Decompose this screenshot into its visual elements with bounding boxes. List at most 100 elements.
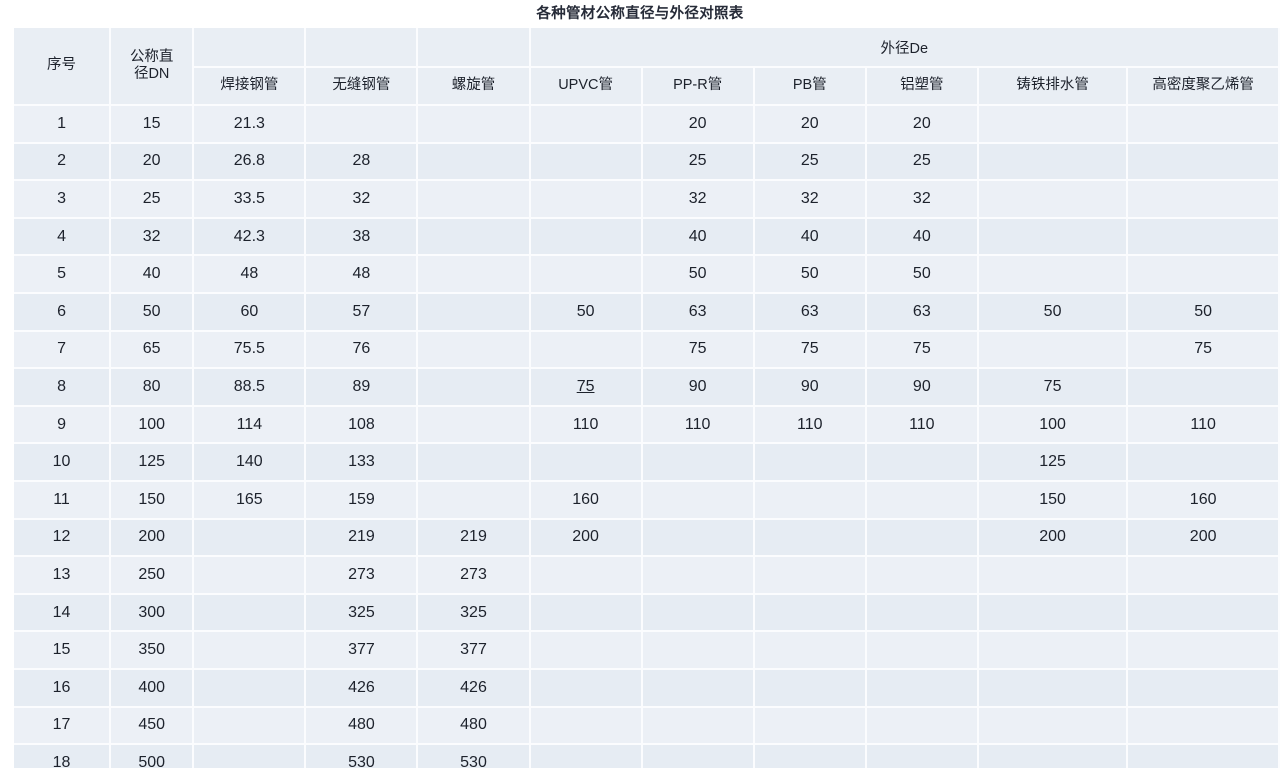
cell-welded_steel: [193, 668, 307, 708]
cell-spiral: [417, 180, 531, 219]
cell-ppr: [641, 668, 755, 708]
cell-seamless_steel: 38: [305, 217, 419, 257]
table-container: 序号 公称直 径DN 外径De 焊接钢管 无缝钢管 螺旋管 UPVC管 PP-R…: [14, 28, 1280, 768]
cell-ppr: [641, 631, 755, 670]
cell-pb: [753, 443, 867, 482]
pipe-diameter-table: 序号 公称直 径DN 外径De 焊接钢管 无缝钢管 螺旋管 UPVC管 PP-R…: [14, 28, 1280, 768]
cell-alu_plastic: [865, 593, 979, 633]
cell-spiral: 219: [417, 518, 531, 558]
table-row: 17 450 480 480: [14, 706, 1280, 746]
column-header-dn: 公称直 径DN: [110, 28, 195, 106]
column-header-hdpe: 高密度聚乙烯管: [1127, 67, 1280, 106]
cell-alu_plastic: [865, 480, 979, 520]
cell-welded_steel: [193, 593, 307, 633]
cell-ppr: 90: [641, 368, 755, 407]
cell-ppr: [641, 744, 755, 768]
page-title: 各种管材公称直径与外径对照表: [0, 0, 1280, 28]
cell-index: 3: [14, 180, 112, 219]
column-header-upvc: UPVC管: [529, 67, 643, 106]
cell-index: 7: [14, 330, 112, 370]
cell-spiral: 480: [417, 706, 531, 746]
cell-pb: 110: [753, 405, 867, 445]
cell-hdpe: [1127, 631, 1280, 670]
cell-cast_iron_drain: 200: [977, 518, 1129, 558]
cell-dn: 500: [110, 744, 195, 768]
cell-spiral: 325: [417, 593, 531, 633]
cell-alu_plastic: [865, 631, 979, 670]
cell-seamless_steel: 219: [305, 518, 419, 558]
cell-alu_plastic: [865, 744, 979, 768]
cell-ppr: [641, 480, 755, 520]
cell-welded_steel: 75.5: [193, 330, 307, 370]
cell-index: 9: [14, 405, 112, 445]
cell-upvc: [529, 105, 643, 144]
header-spacer-seamless: [305, 28, 419, 68]
cell-pb: 50: [753, 255, 867, 294]
cell-upvc: [529, 668, 643, 708]
cell-upvc: [529, 180, 643, 219]
cell-seamless_steel: 325: [305, 593, 419, 633]
cell-dn: 40: [110, 255, 195, 294]
cell-dn: 125: [110, 443, 195, 482]
cell-dn: 400: [110, 668, 195, 708]
cell-index: 6: [14, 292, 112, 332]
cell-pb: [753, 556, 867, 595]
table-body: 1 15 21.3 20 20 20 2 20 26.8 28 25 25 25 3 25 33.5 32 32 3…: [14, 105, 1280, 768]
cell-hdpe: 200: [1127, 518, 1280, 558]
cell-seamless_steel: 273: [305, 556, 419, 595]
cell-spiral: [417, 405, 531, 445]
cell-spiral: 530: [417, 744, 531, 768]
cell-dn: 15: [110, 105, 195, 144]
cell-alu_plastic: 20: [865, 105, 979, 144]
cell-alu_plastic: 110: [865, 405, 979, 445]
column-header-seamless-steel: 无缝钢管: [305, 67, 419, 106]
cell-hdpe: 75: [1127, 330, 1280, 370]
cell-dn: 200: [110, 518, 195, 558]
table-row: 8 80 88.5 89 75 90 90 90 75: [14, 368, 1280, 407]
cell-hdpe: [1127, 744, 1280, 768]
cell-ppr: 32: [641, 180, 755, 219]
cell-hdpe: [1127, 142, 1280, 182]
cell-welded_steel: [193, 706, 307, 746]
cell-welded_steel: 60: [193, 292, 307, 332]
cell-seamless_steel: 89: [305, 368, 419, 407]
cell-ppr: 110: [641, 405, 755, 445]
cell-upvc: [529, 556, 643, 595]
cell-pb: [753, 631, 867, 670]
cell-pb: 20: [753, 105, 867, 144]
cell-index: 17: [14, 706, 112, 746]
cell-cast_iron_drain: [977, 105, 1129, 144]
cell-pb: 32: [753, 180, 867, 219]
cell-cast_iron_drain: 125: [977, 443, 1129, 482]
cell-spiral: 426: [417, 668, 531, 708]
cell-alu_plastic: 63: [865, 292, 979, 332]
cell-hdpe: 50: [1127, 292, 1280, 332]
cell-index: 2: [14, 142, 112, 182]
header-row-group: 序号 公称直 径DN 外径De: [14, 28, 1280, 106]
cell-hdpe: [1127, 180, 1280, 219]
cell-hdpe: [1127, 556, 1280, 595]
cell-index: 14: [14, 593, 112, 633]
cell-cast_iron_drain: [977, 593, 1129, 633]
cell-ppr: [641, 706, 755, 746]
cell-ppr: [641, 443, 755, 482]
cell-cast_iron_drain: [977, 330, 1129, 370]
table-row: 3 25 33.5 32 32 32 32: [14, 180, 1280, 219]
cell-upvc: [529, 217, 643, 257]
table-row: 2 20 26.8 28 25 25 25: [14, 142, 1280, 182]
cell-dn: 100: [110, 405, 195, 445]
cell-seamless_steel: 28: [305, 142, 419, 182]
cell-ppr: 50: [641, 255, 755, 294]
cell-spiral: [417, 480, 531, 520]
cell-upvc: [529, 593, 643, 633]
cell-pb: [753, 480, 867, 520]
cell-index: 18: [14, 744, 112, 768]
cell-hdpe: 110: [1127, 405, 1280, 445]
cell-spiral: [417, 255, 531, 294]
cell-index: 12: [14, 518, 112, 558]
cell-hdpe: [1127, 217, 1280, 257]
cell-pb: [753, 518, 867, 558]
cell-index: 16: [14, 668, 112, 708]
cell-cast_iron_drain: 150: [977, 480, 1129, 520]
cell-spiral: [417, 292, 531, 332]
